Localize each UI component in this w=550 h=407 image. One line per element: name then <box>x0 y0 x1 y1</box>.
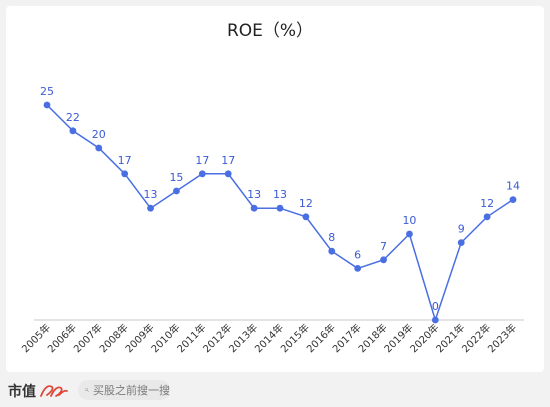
brand-logo-icon <box>39 383 69 399</box>
data-label-2015年: 12 <box>299 197 313 210</box>
data-label-2019年: 10 <box>402 214 416 227</box>
data-label-2007年: 20 <box>92 128 106 141</box>
data-label-2018年: 7 <box>380 240 387 253</box>
data-point-2017年 <box>354 265 362 272</box>
data-label-2016年: 8 <box>328 231 335 244</box>
data-label-2021年: 9 <box>458 223 465 236</box>
data-label-2010年: 15 <box>169 171 183 184</box>
data-points <box>43 101 517 324</box>
data-label-2013年: 13 <box>247 188 261 201</box>
data-label-2022年: 12 <box>480 197 494 210</box>
data-point-2014年 <box>276 204 284 212</box>
data-label-2023年: 14 <box>506 180 520 193</box>
data-point-2008年 <box>121 170 129 178</box>
data-point-2015年 <box>302 213 310 221</box>
data-point-2013年 <box>250 204 258 212</box>
data-point-2022年 <box>483 213 491 221</box>
data-label-2006年: 22 <box>66 111 80 124</box>
data-point-2006年 <box>69 127 77 135</box>
roe-series-line <box>46 104 514 323</box>
data-point-2018年 <box>380 256 387 264</box>
data-point-2023年 <box>509 196 517 204</box>
data-point-2012年 <box>224 170 232 178</box>
data-point-2007年 <box>95 144 103 152</box>
brand: 市值 <box>8 382 69 400</box>
data-label-2008年: 17 <box>118 154 132 167</box>
data-labels: 25 22 20 17 13 15 17 17 13 13 12 8 6 7 10 0 9 12 14 <box>40 85 520 313</box>
data-label-2017年: 6 <box>354 248 361 261</box>
data-point-2010年 <box>173 187 180 195</box>
roe-line-chart: ROE（%） 25 22 20 17 13 15 17 17 13 13 12 8 6 7 10 0 9 12 14… <box>19 21 524 355</box>
data-point-2011年 <box>198 170 206 178</box>
chart-card <box>6 6 544 372</box>
data-label-2011年: 17 <box>195 154 209 167</box>
footer-bar: 市值 买股之前搜一搜 <box>0 372 550 407</box>
search-placeholder: 买股之前搜一搜 <box>93 384 170 397</box>
brand-name: 市值 <box>8 384 36 400</box>
search-box[interactable]: 买股之前搜一搜 <box>78 380 170 400</box>
data-point-2009年 <box>147 204 154 212</box>
data-label-2009年: 13 <box>144 188 158 201</box>
data-point-2005年 <box>43 101 51 109</box>
x-tick-labels: 2005年2006年2007年2008年2009年2010年2011年2012年… <box>19 321 519 355</box>
data-label-2014年: 13 <box>273 188 287 201</box>
data-label-2020年: 0 <box>432 300 439 313</box>
x-tick-label: 2023年 <box>485 321 519 355</box>
data-point-2020年 <box>431 316 439 324</box>
chart-title: ROE（%） <box>227 21 313 41</box>
data-point-2016年 <box>328 247 336 255</box>
data-point-2019年 <box>406 230 413 238</box>
data-point-2021年 <box>457 239 465 247</box>
data-label-2012年: 17 <box>221 154 235 167</box>
search-icon <box>85 388 89 392</box>
data-label-2005年: 25 <box>40 85 54 98</box>
